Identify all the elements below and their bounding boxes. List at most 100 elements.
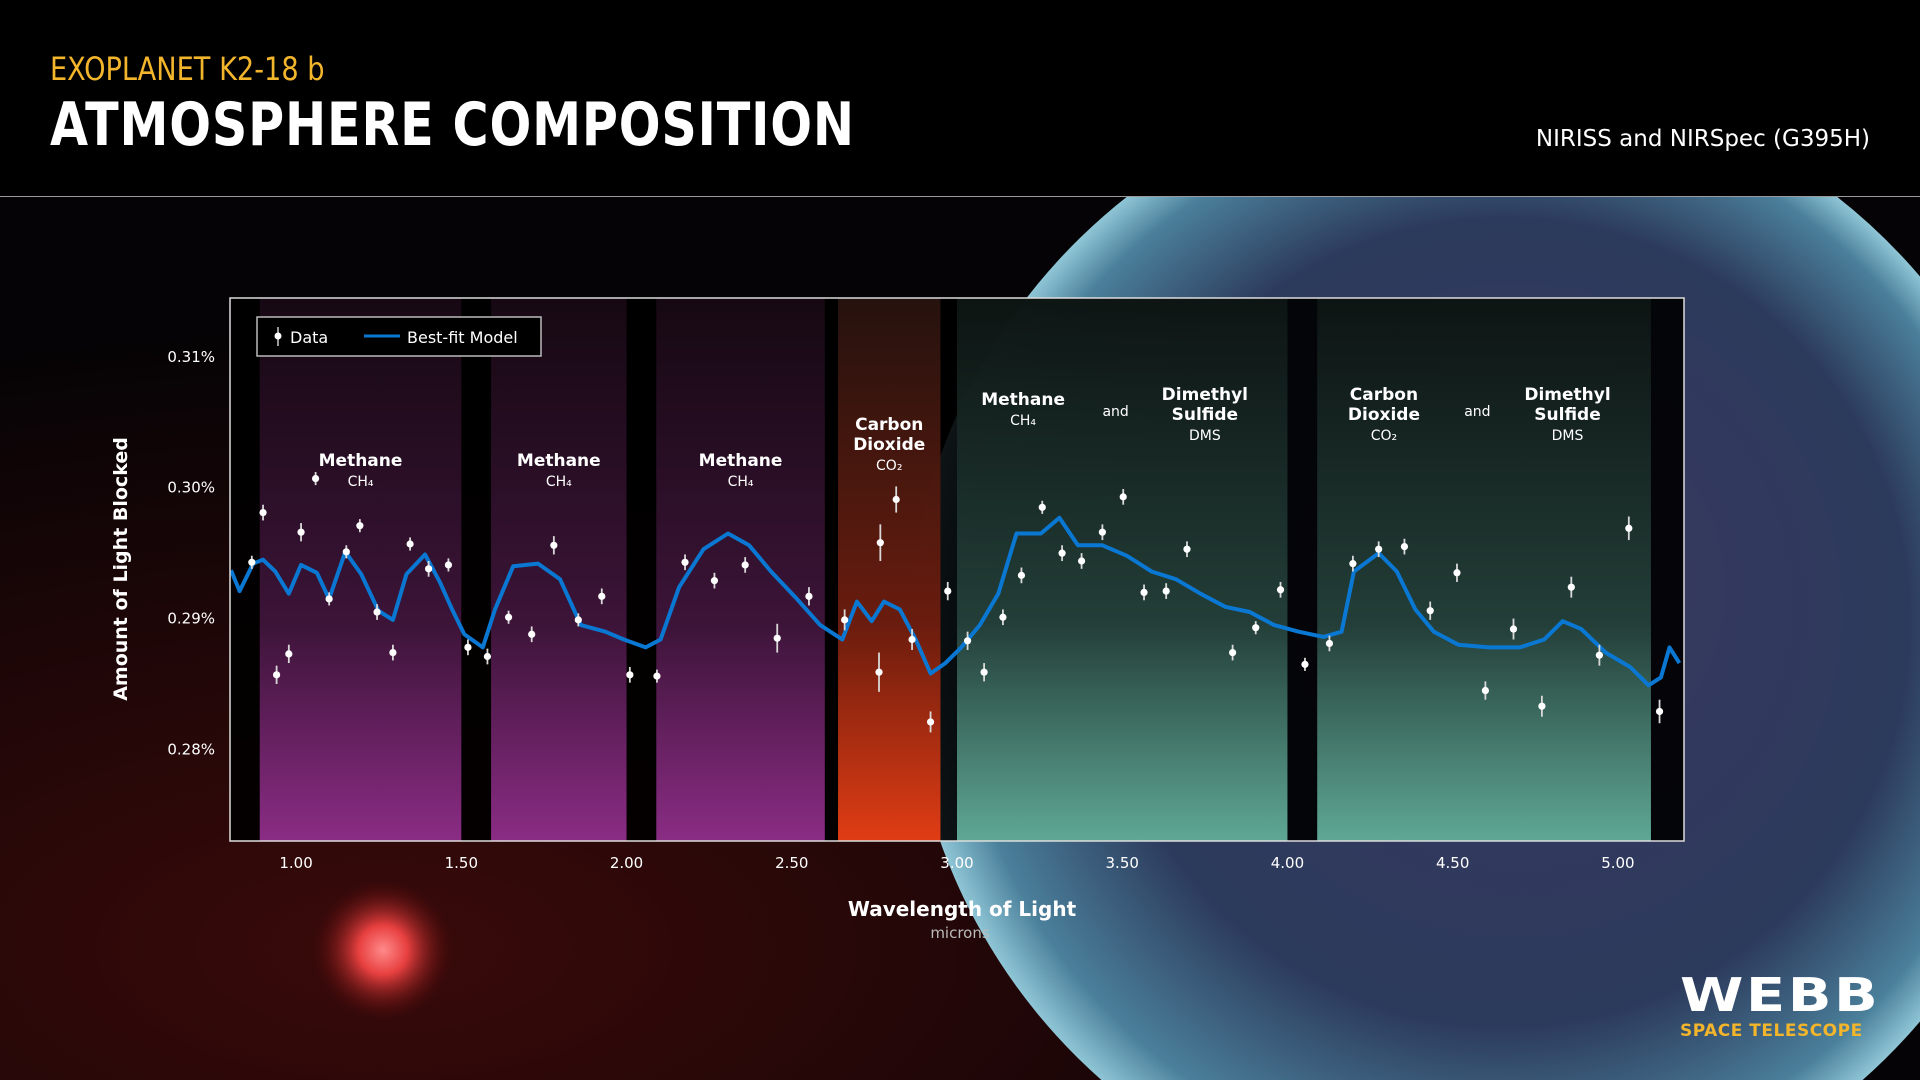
- data-point: [1077, 553, 1086, 569]
- data-point: [1400, 538, 1409, 555]
- data-marker: [1017, 571, 1026, 579]
- data-point: [356, 519, 364, 533]
- data-marker: [653, 672, 661, 680]
- molecule-name: Methane: [699, 451, 783, 471]
- data-marker: [1538, 702, 1546, 710]
- data-marker: [285, 650, 293, 658]
- data-marker: [841, 616, 849, 624]
- molecule-name: Sulfide: [1534, 405, 1600, 425]
- band-co2: [838, 298, 941, 841]
- data-point: [1426, 601, 1434, 620]
- molecule-formula: DMS: [1552, 428, 1584, 444]
- data-marker: [325, 595, 333, 603]
- data-marker: [926, 718, 935, 726]
- data-marker: [406, 540, 414, 548]
- data-marker: [1655, 707, 1664, 716]
- data-point: [598, 588, 606, 605]
- data-point: [1349, 555, 1357, 572]
- data-point: [550, 536, 558, 555]
- data-marker: [710, 577, 719, 585]
- data-marker: [876, 539, 884, 547]
- data-marker: [1162, 587, 1170, 595]
- y-tick-label: 0.29%: [167, 610, 215, 628]
- data-marker: [1625, 524, 1633, 532]
- data-marker: [908, 635, 916, 644]
- x-axis-unit: microns: [930, 924, 990, 942]
- data-point: [1162, 583, 1170, 599]
- data-point: [483, 648, 492, 665]
- data-marker: [574, 616, 582, 624]
- data-point: [1228, 644, 1237, 661]
- molecule-formula: CO₂: [1371, 428, 1397, 444]
- data-point: [805, 587, 813, 606]
- data-point: [425, 560, 433, 577]
- data-point: [1183, 541, 1191, 558]
- molecule-name: Carbon: [855, 415, 923, 435]
- molecule-name: Methane: [517, 451, 601, 471]
- data-point: [1655, 699, 1664, 724]
- data-marker: [444, 561, 453, 569]
- data-point: [1058, 545, 1066, 561]
- x-tick-label: 1.00: [279, 854, 312, 872]
- data-point: [926, 711, 935, 733]
- data-marker: [297, 528, 305, 536]
- data-marker: [1038, 503, 1046, 511]
- data-point: [944, 581, 952, 601]
- data-point: [1625, 516, 1633, 541]
- data-marker: [805, 592, 813, 600]
- data-marker: [1567, 583, 1575, 591]
- data-point: [999, 609, 1007, 626]
- data-marker: [272, 671, 281, 679]
- data-point: [325, 592, 333, 606]
- band-dms: [957, 298, 1288, 841]
- molecule-name: Dioxide: [1348, 405, 1420, 425]
- legend-model-label: Best-fit Model: [407, 328, 518, 347]
- y-tick-label: 0.30%: [167, 479, 215, 497]
- data-point: [1119, 489, 1127, 505]
- model-line: [229, 515, 1682, 688]
- data-marker: [1325, 639, 1334, 648]
- data-point: [272, 665, 281, 684]
- data-marker: [1183, 545, 1191, 553]
- logo-subtitle: SPACE TELESCOPE: [1680, 1021, 1863, 1041]
- molecule-formula: CH₄: [728, 474, 754, 490]
- data-point: [626, 666, 634, 683]
- data-marker: [464, 643, 472, 651]
- x-tick-label: 4.50: [1436, 854, 1469, 872]
- legend: Data Best-fit Model: [256, 316, 542, 357]
- data-marker: [1252, 624, 1260, 632]
- data-marker: [741, 561, 749, 569]
- band-label-methane: Methane CH₄: [319, 451, 403, 490]
- data-point: [1567, 576, 1575, 598]
- data-point: [908, 629, 916, 650]
- page-title: ATMOSPHERE COMPOSITION: [50, 90, 855, 160]
- data-point: [1595, 644, 1604, 666]
- molecule-name: Methane: [319, 451, 403, 471]
- data-point: [980, 663, 988, 682]
- data-point: [892, 486, 900, 513]
- data-marker: [1481, 686, 1489, 695]
- data-point: [297, 523, 305, 542]
- band-methane: [656, 298, 825, 841]
- data-marker: [1426, 607, 1434, 615]
- data-point: [1481, 681, 1489, 700]
- data-point: [875, 652, 883, 692]
- x-tick-label: 3.00: [940, 854, 973, 872]
- x-tick-label: 1.50: [445, 854, 478, 872]
- molecule-name: Methane: [981, 390, 1065, 410]
- molecule-name: Carbon: [1350, 385, 1418, 405]
- data-marker: [389, 648, 397, 657]
- data-marker: [550, 541, 558, 549]
- data-point: [841, 609, 849, 631]
- logo-name: WEBB: [1680, 968, 1881, 1022]
- legend-data-marker: [274, 332, 282, 340]
- y-tick-label: 0.28%: [167, 740, 215, 758]
- y-tick-label: 0.31%: [167, 348, 215, 366]
- data-point: [963, 631, 972, 650]
- data-point: [1453, 563, 1461, 582]
- data-point: [1509, 618, 1518, 640]
- data-marker: [1077, 557, 1086, 565]
- x-tick-label: 2.00: [610, 854, 643, 872]
- molecule-name: Dioxide: [853, 435, 925, 455]
